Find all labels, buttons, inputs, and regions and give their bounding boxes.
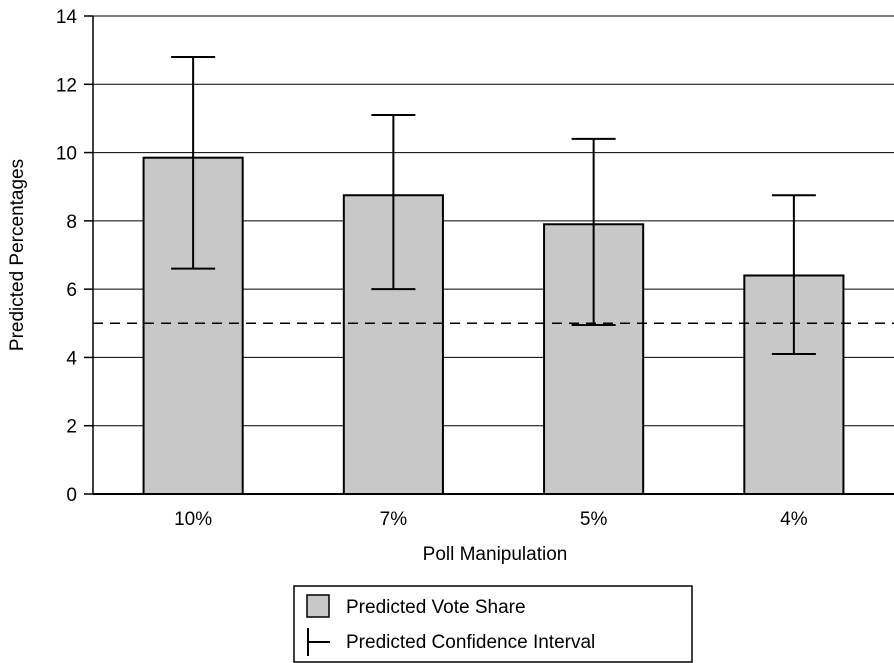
y-tick-label: 6 bbox=[66, 280, 77, 301]
legend-label-vote-share: Predicted Vote Share bbox=[346, 597, 526, 618]
axes bbox=[84, 15, 894, 495]
bars bbox=[142, 156, 845, 495]
y-tick-label: 8 bbox=[66, 212, 77, 233]
y-axis-title: Predicted Percentages bbox=[7, 159, 28, 351]
y-tick-label: 2 bbox=[66, 417, 77, 438]
x-tick-label: 10% bbox=[174, 509, 212, 530]
x-tick-labels: 10% 7% 5% 4% bbox=[174, 509, 808, 530]
y-tick-label: 4 bbox=[66, 348, 77, 369]
legend: Predicted Vote Share Predicted Confidenc… bbox=[293, 585, 693, 663]
legend-swatch-vote-share bbox=[306, 594, 330, 618]
y-tick-labels: 0 2 4 6 8 10 12 14 bbox=[56, 7, 78, 506]
error-bars bbox=[171, 55, 816, 356]
x-tick-label: 5% bbox=[580, 509, 608, 530]
x-tick-label: 4% bbox=[780, 509, 808, 530]
y-tick-label: 0 bbox=[66, 485, 77, 506]
x-tick-label: 7% bbox=[380, 509, 408, 530]
y-tick-label: 10 bbox=[56, 144, 77, 165]
x-axis-title: Poll Manipulation bbox=[423, 544, 568, 565]
legend-swatch-confidence-interval bbox=[307, 628, 330, 656]
y-tick-label: 14 bbox=[56, 7, 78, 28]
y-tick-label: 12 bbox=[56, 75, 77, 96]
legend-label-confidence-interval: Predicted Confidence Interval bbox=[346, 632, 595, 653]
legend-frame bbox=[293, 585, 693, 663]
